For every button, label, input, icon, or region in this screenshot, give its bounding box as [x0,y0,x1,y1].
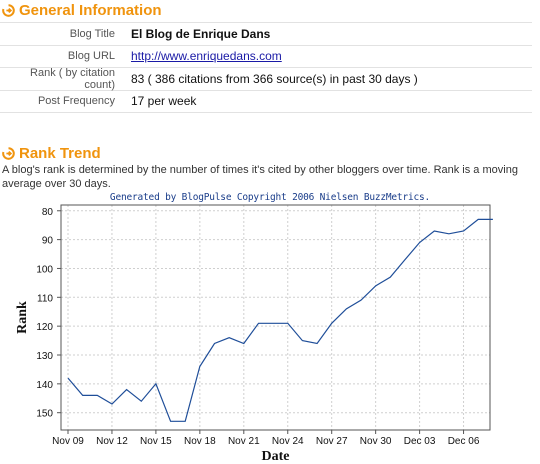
x-tick-label: Nov 21 [228,436,260,447]
y-tick-label: 80 [42,207,54,218]
x-axis-title: Date [262,449,290,464]
x-tick-label: Nov 15 [140,436,172,447]
y-tick-label: 100 [36,264,53,275]
x-tick-label: Dec 03 [404,436,436,447]
y-tick-label: 150 [36,409,53,420]
info-row-blog-title: Blog Title El Blog de Enrique Dans [0,23,532,46]
general-info-table: Blog Title El Blog de Enrique Dans Blog … [0,22,532,113]
plot-frame [60,204,491,431]
circle-arrow-icon [2,4,15,17]
x-tick-label: Nov 24 [272,436,304,447]
blog-title-value: El Blog de Enrique Dans [131,26,271,41]
general-info-title: General Information [19,2,162,19]
blog-title-label: Blog Title [69,27,115,40]
x-tick-label: Nov 30 [360,436,392,447]
post-frequency-label: Post Frequency [37,95,115,108]
y-tick-label: 90 [42,236,54,247]
rank-series-line [67,218,493,422]
rank-label: Rank ( by citation count) [30,66,115,91]
x-tick-label: Dec 06 [448,436,480,447]
y-axis-title: Rank [15,301,30,334]
x-tick-label: Nov 27 [316,436,348,447]
info-row-blog-url: Blog URL http://www.enriquedans.com [0,46,532,68]
blog-url-link[interactable]: http://www.enriquedans.com [131,49,282,64]
x-tick-label: Nov 09 [52,436,84,447]
copyright-text: Generated by BlogPulse Copyright 2006 Ni… [109,192,431,203]
circle-arrow-icon [2,147,15,160]
rank-trend-chart: 80 90 100 110 120 130 140 150 Nov 09 Nov 12 Nov 15… [15,204,493,464]
info-row-rank: Rank ( by citation count) 83 ( 386 citat… [0,66,532,91]
blog-url-label: Blog URL [67,50,115,63]
rank-trend-title: Rank Trend [19,145,101,162]
rank-value: 83 ( 386 citations from 366 source(s) in… [131,71,418,86]
y-tick-label: 140 [36,380,53,391]
rank-description: A blog's rank is determined by the numbe… [2,164,518,190]
general-info-heading: General Information [2,2,162,19]
rank-trend-heading: Rank Trend [2,145,101,162]
x-tick-label: Nov 18 [184,436,216,447]
post-frequency-value: 17 per week [131,94,197,109]
y-tick-label: 120 [36,322,53,333]
y-tick-label: 110 [37,293,53,304]
info-row-post-frequency: Post Frequency 17 per week [0,91,532,113]
x-tick-label: Nov 12 [96,436,128,447]
y-tick-label: 130 [36,351,53,362]
